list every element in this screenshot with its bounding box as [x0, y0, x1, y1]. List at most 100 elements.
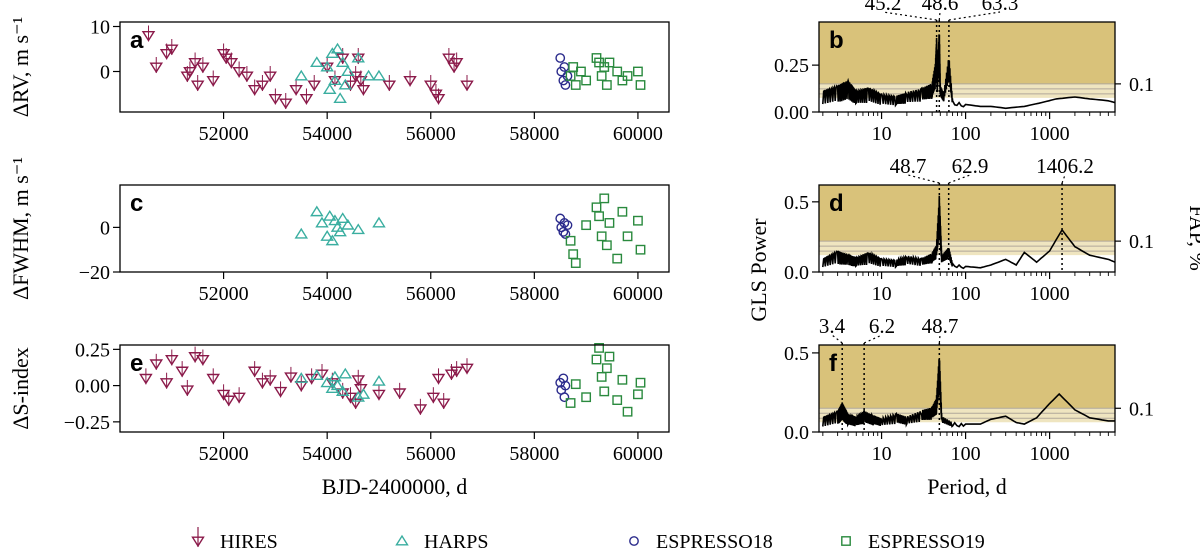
peak-leader-d-0 — [907, 174, 940, 184]
xtick-label-e-0: 52000 — [199, 443, 249, 465]
legend-label-harps: HARPS — [424, 531, 488, 553]
point-c-espresso19 — [594, 211, 604, 222]
point-e-espresso19 — [604, 351, 615, 362]
point-a-hires — [196, 62, 210, 74]
fap-tick-label-f: 0.1 — [1129, 398, 1154, 420]
xtick-label-c-0: 52000 — [199, 283, 249, 305]
point-e-hires — [139, 373, 153, 385]
point-a-hires — [289, 84, 303, 96]
periodogram-curves-layer — [822, 11, 1116, 432]
point-c-harps — [325, 234, 340, 246]
xtick-label-a-1: 54000 — [302, 123, 352, 145]
point-a-espresso19 — [633, 66, 643, 77]
panel-letter-b: b — [829, 27, 844, 54]
point-e-espresso19 — [599, 386, 610, 397]
peak-label-f-1: 6.2 — [869, 314, 895, 338]
xtick-label-b-0: 10 — [872, 123, 892, 145]
point-e-hires — [426, 392, 441, 404]
point-a-espresso19 — [612, 66, 623, 77]
xtick-label-c-2: 56000 — [406, 283, 456, 305]
ytick-label-f-0: 0.0 — [784, 422, 809, 444]
xtick-label-b-2: 1000 — [1030, 123, 1070, 145]
point-a-hires — [382, 80, 397, 92]
point-a-espresso19 — [604, 57, 615, 68]
point-c-harps — [341, 218, 355, 230]
point-a-harps — [333, 92, 347, 104]
peak-label-b-1: 48.6 — [922, 0, 959, 15]
point-a-espresso19 — [635, 80, 646, 90]
xtick-label-a-2: 56000 — [406, 123, 456, 145]
point-a-harps — [330, 42, 345, 54]
axes-layer — [113, 21, 1121, 439]
periodogram-curve-f — [822, 359, 1115, 428]
point-e-espresso19 — [565, 398, 576, 408]
ytick-label-e-0: −0.25 — [64, 412, 110, 434]
labels-layer: GLS Power FAP, % 52000 54000 56000 58000 600… — [8, 0, 1200, 499]
axes-frame-f — [818, 344, 1116, 433]
point-a-espresso19 — [596, 71, 607, 81]
ytick-label-a-1: 10 — [90, 17, 110, 39]
point-c-espresso19 — [581, 220, 592, 231]
point-e-harps — [356, 388, 371, 399]
point-e-hires — [392, 388, 407, 400]
point-a-hires — [206, 75, 220, 87]
point-a-hires — [423, 80, 438, 92]
point-a-espresso19 — [576, 66, 586, 77]
peak-leader-b-0 — [882, 11, 937, 21]
point-e-hires — [263, 375, 277, 387]
point-e-espresso19 — [617, 374, 628, 385]
axes-frame-c — [119, 184, 670, 273]
xtick-label-f-0: 10 — [872, 443, 892, 465]
ytick-label-c-0: −20 — [79, 262, 110, 284]
legend-label-hires: HIRES — [220, 531, 278, 553]
point-a-hires — [263, 71, 277, 83]
panel-letter-f: f — [829, 350, 838, 377]
axes-frame-b — [818, 21, 1116, 113]
point-e-hires — [343, 392, 358, 404]
point-e-hires — [255, 378, 270, 389]
point-c-harps — [328, 214, 342, 226]
axes-frame-e — [119, 344, 670, 433]
peak-label-d-0: 48.7 — [890, 154, 927, 178]
point-e-espresso19 — [570, 379, 581, 390]
point-a-hires — [335, 53, 350, 65]
point-a-hires — [183, 66, 197, 78]
point-e-hires — [206, 373, 220, 385]
point-c-espresso19 — [622, 231, 633, 242]
point-c-espresso19 — [612, 253, 623, 264]
point-c-espresso19 — [596, 231, 607, 242]
point-e-hires — [431, 373, 446, 385]
point-a-hires — [278, 98, 293, 110]
point-e-hires — [284, 372, 298, 384]
point-e-hires — [449, 366, 464, 378]
xtick-label-c-1: 54000 — [302, 283, 352, 305]
legend: HIRES HARPS ESPRESSO18 ESPRESSO19 — [191, 527, 985, 553]
point-e-harps — [372, 374, 386, 386]
point-c-harps — [322, 209, 337, 221]
peak-label-d-2: 1406.2 — [1036, 154, 1094, 178]
fap-region-b — [819, 22, 1115, 84]
point-e-espresso18 — [560, 380, 571, 391]
point-a-hires — [247, 84, 262, 96]
xtick-label-f-1: 100 — [951, 443, 981, 465]
ytick-label-b-1: 0.25 — [774, 55, 809, 77]
legend-label-espresso18: ESPRESSO18 — [656, 531, 773, 553]
point-a-harps — [351, 51, 366, 63]
point-c-espresso19 — [633, 215, 643, 226]
ytick-label-e-1: 0.00 — [75, 376, 110, 398]
point-e-harps — [320, 376, 334, 388]
point-e-hires — [180, 385, 195, 397]
point-c-harps — [372, 216, 386, 228]
point-e-espresso19 — [591, 354, 602, 365]
point-e-hires — [247, 366, 262, 378]
xtick-label-b-1: 100 — [951, 123, 981, 145]
xtick-label-d-0: 10 — [872, 283, 892, 305]
xtick-label-e-2: 56000 — [406, 443, 456, 465]
point-a-harps — [361, 69, 376, 81]
axes-frame-a — [119, 21, 670, 113]
ytick-label-c-1: 0 — [100, 217, 110, 239]
point-a-hires — [356, 84, 371, 96]
point-e-hires — [273, 386, 288, 398]
panel-letter-e: e — [130, 350, 143, 377]
gls-power-label: GLS Power — [746, 218, 771, 322]
